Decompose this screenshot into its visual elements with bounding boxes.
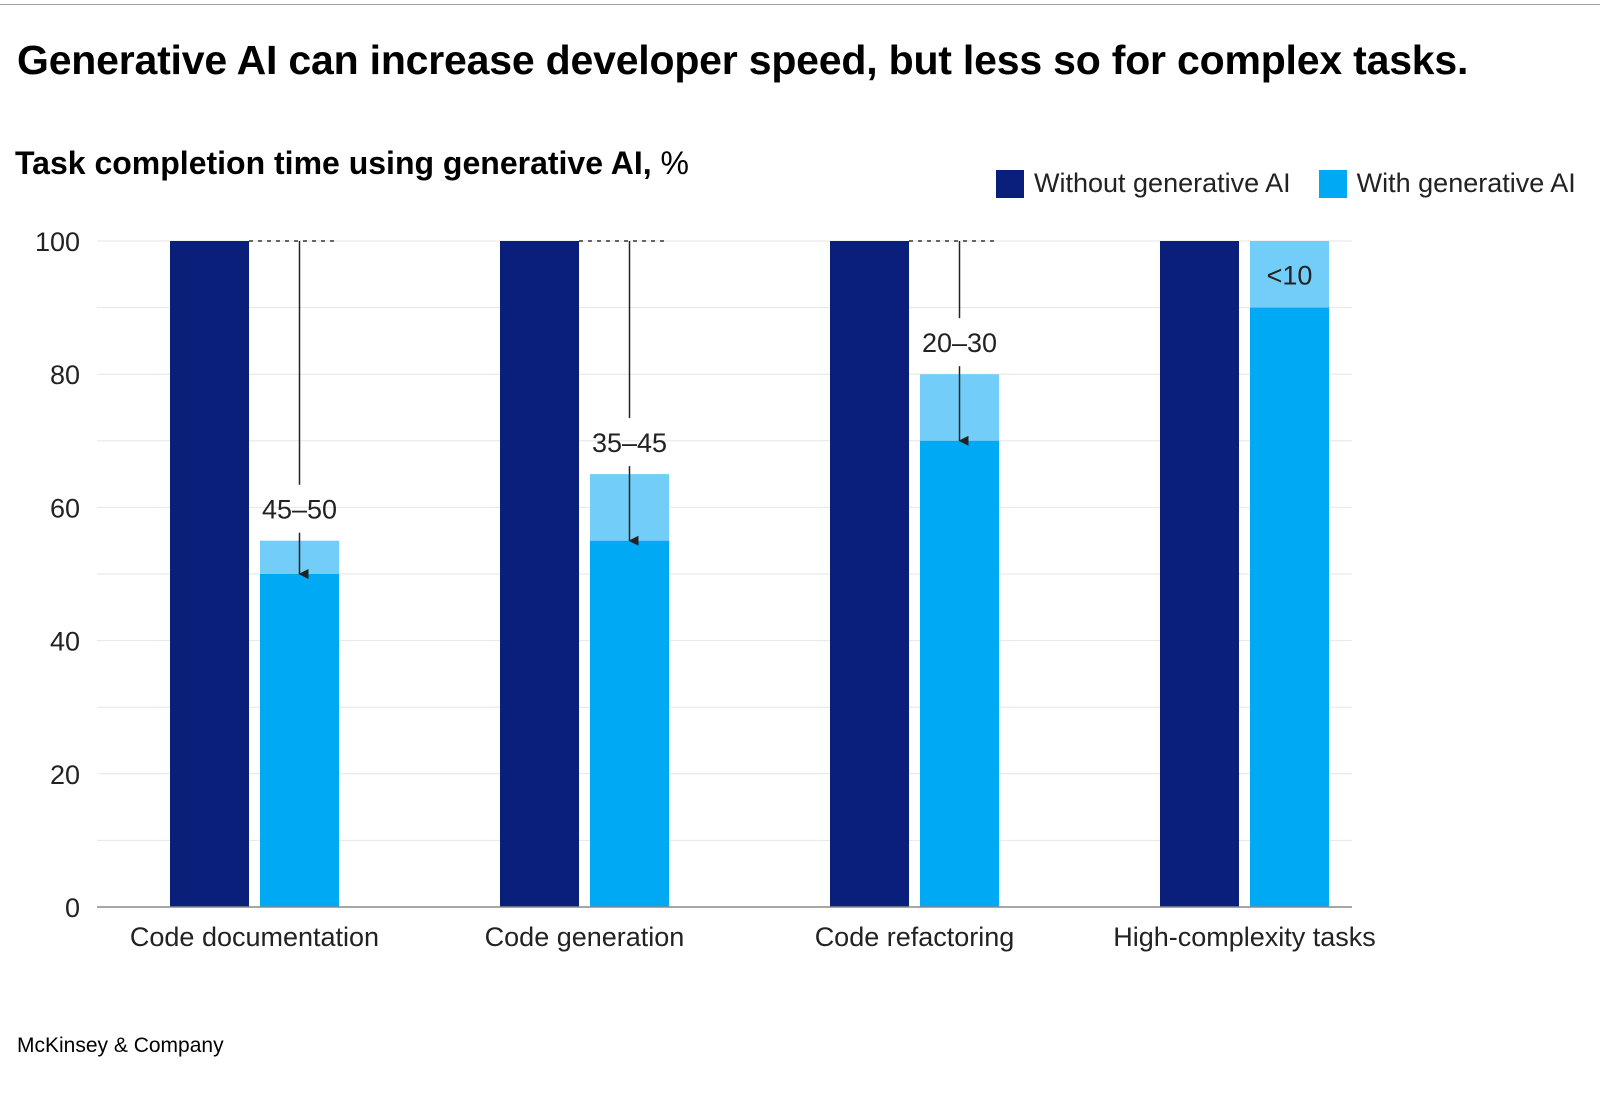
- y-tick-label: 60: [50, 493, 80, 523]
- bar-without-ai: [830, 241, 909, 907]
- bar-without-ai: [1160, 241, 1239, 907]
- chart-legend: Without generative AI With generative AI: [996, 168, 1600, 199]
- y-tick-label: 0: [65, 893, 80, 923]
- y-tick-label: 100: [35, 227, 80, 257]
- x-category-label: Code generation: [485, 922, 685, 952]
- x-category-label: Code refactoring: [815, 922, 1015, 952]
- legend-swatch-without: [996, 169, 1024, 198]
- y-tick-label: 80: [50, 360, 80, 390]
- bars: [170, 241, 1329, 908]
- axes: 0 20 40 60 80 100 Code documentation Code gener…: [35, 227, 1376, 952]
- annotations: 45–50 35–45 20–30 <10: [249, 240, 1313, 579]
- savings-label: 45–50: [262, 495, 337, 525]
- x-category-label: Code documentation: [130, 922, 379, 952]
- top-divider: [0, 4, 1600, 5]
- savings-label: 35–45: [592, 428, 667, 458]
- y-tick-label: 40: [50, 627, 80, 657]
- bar-with-ai: [260, 574, 339, 907]
- x-category-label: High-complexity tasks: [1113, 922, 1376, 952]
- bar-with-ai: [920, 440, 999, 907]
- bar-with-ai: [590, 540, 669, 907]
- legend-item-with: With generative AI: [1318, 168, 1576, 199]
- subtitle-unit: %: [660, 145, 689, 181]
- source-credit: McKinsey & Company: [17, 1034, 224, 1057]
- bar-without-ai: [170, 241, 249, 907]
- chart-subtitle: Task completion time using generative AI…: [15, 144, 689, 182]
- legend-label-with: With generative AI: [1356, 168, 1576, 198]
- bar-with-ai: [1250, 307, 1329, 908]
- chart-headline: Generative AI can increase developer spe…: [17, 37, 1469, 83]
- y-tick-label: 20: [50, 760, 80, 790]
- bar-with-ai-range: [1250, 241, 1329, 308]
- legend-item-without: Without generative AI: [996, 168, 1291, 199]
- savings-label: 20–30: [922, 328, 997, 358]
- savings-label: <10: [1267, 260, 1313, 290]
- legend-swatch-with: [1318, 169, 1347, 198]
- subtitle-main: Task completion time using generative AI…: [15, 145, 652, 181]
- bar-without-ai: [500, 241, 579, 907]
- legend-label-without: Without generative AI: [1034, 168, 1291, 198]
